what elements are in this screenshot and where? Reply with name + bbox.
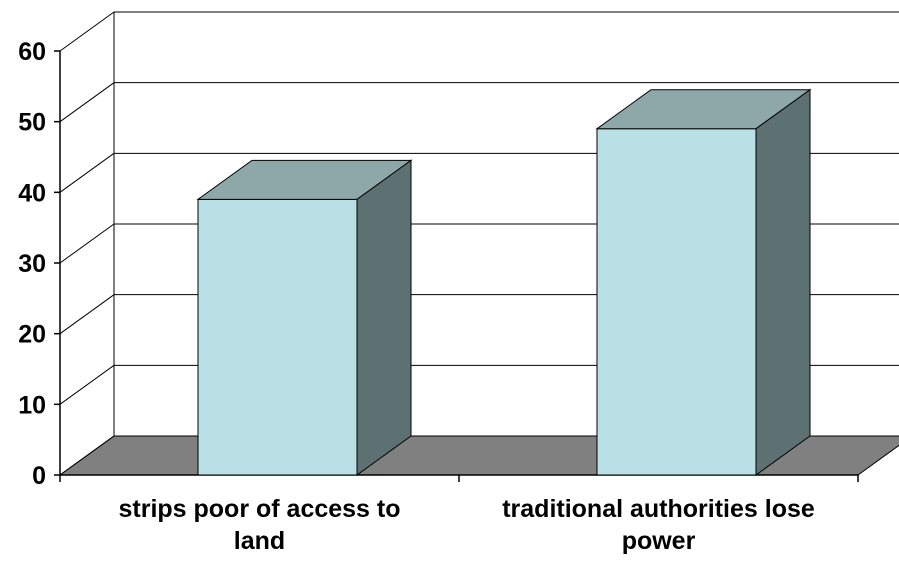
y-tick-label: 40 [18,179,46,207]
bar [196,159,413,476]
side-wall-gridline [59,152,115,193]
y-tick-label: 10 [18,391,46,419]
bars [196,88,812,476]
y-tick-label: 30 [18,250,46,278]
y-tick-label: 20 [18,321,46,349]
bar [595,88,812,476]
bar-front-face [197,198,358,476]
y-axis-tick-labels: 0 10 20 30 40 50 60 [18,38,46,490]
y-tick-label: 60 [18,38,46,66]
side-wall-gridline [59,294,115,335]
side-wall-gridline [59,223,115,264]
side-wall-gridline [59,82,115,123]
bar-front-face [596,128,757,476]
side-wall-gridline [59,364,115,405]
y-tick-label: 50 [18,109,46,137]
x-category-label: strips poor of access to land [118,495,400,555]
bar-side-face [755,88,811,476]
y-tick-label: 0 [32,462,46,490]
bar-side-face [356,159,412,476]
x-category-label: traditional authorities lose power [502,495,815,555]
side-wall-gridline [59,435,115,476]
x-axis-category-labels: strips poor of access to land traditional … [118,495,814,555]
side-wall-gridline [59,11,115,52]
